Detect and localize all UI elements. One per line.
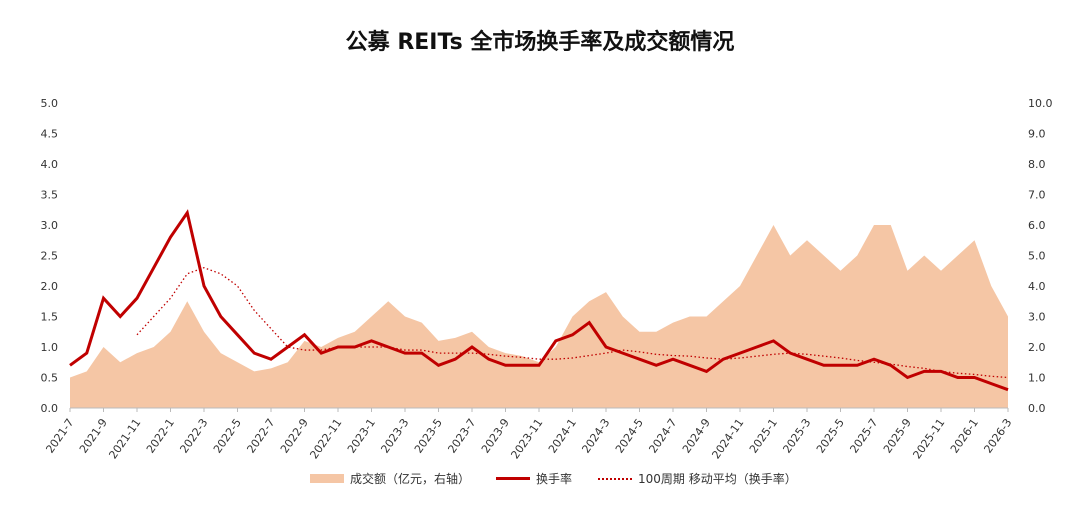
y-left-tick-label: 4.0: [41, 158, 59, 171]
y-left-tick-label: 2.5: [41, 250, 59, 263]
y-left-tick-label: 1.5: [41, 311, 59, 324]
x-tick-label: 2022-1: [144, 416, 177, 455]
x-tick-label: 2023-1: [345, 416, 378, 455]
legend-label: 成交额（亿元，右轴）: [350, 472, 471, 486]
y-left-tick-label: 0.5: [41, 372, 59, 385]
x-tick-label: 2022-7: [244, 416, 277, 455]
x-tick-label: 2025-11: [910, 416, 947, 461]
x-tick-label: 2021-9: [77, 416, 110, 455]
y-left-tick-label: 3.0: [41, 219, 59, 232]
y-right-tick-label: 2.0: [1028, 341, 1046, 354]
x-tick-label: 2023-7: [445, 416, 478, 455]
x-tick-label: 2022-3: [177, 416, 210, 455]
x-tick-label: 2025-3: [780, 416, 813, 455]
x-tick-label: 2022-5: [211, 416, 244, 455]
x-tick-label: 2026-1: [948, 416, 981, 455]
x-tick-label: 2021-11: [106, 416, 143, 461]
y-right-tick-label: 6.0: [1028, 219, 1046, 232]
y-left-tick-label: 5.0: [41, 97, 59, 110]
x-tick-label: 2023-9: [479, 416, 512, 455]
y-left-tick-label: 4.5: [41, 128, 59, 141]
x-tick-label: 2024-5: [613, 416, 646, 455]
legend-swatch-area: [310, 474, 344, 483]
legend: 成交额（亿元，右轴） 换手率 100周期 移动平均（换手率）: [310, 470, 797, 487]
x-tick-label: 2022-9: [278, 416, 311, 455]
x-tick-label: 2024-9: [680, 416, 713, 455]
legend-label: 100周期 移动平均（换手率）: [638, 472, 797, 486]
x-tick-label: 2025-9: [881, 416, 914, 455]
x-tick-label: 2024-7: [646, 416, 679, 455]
x-tick-label: 2025-7: [847, 416, 880, 455]
x-tick-label: 2023-5: [412, 416, 445, 455]
legend-item-volume: 成交额（亿元，右轴）: [310, 470, 470, 487]
x-tick-label: 2025-5: [814, 416, 847, 455]
legend-swatch-dotted: [598, 477, 633, 480]
legend-item-ma: 100周期 移动平均（换手率）: [598, 470, 797, 487]
chart-title: 公募 REITs 全市场换手率及成交额情况: [345, 30, 735, 55]
y-right-tick-label: 8.0: [1028, 158, 1046, 171]
y-left-tick-label: 1.0: [41, 341, 59, 354]
x-tick-label: 2025-1: [747, 416, 780, 455]
x-tick-label: 2022-11: [307, 416, 344, 461]
y-right-tick-label: 0.0: [1028, 402, 1046, 415]
legend-item-turnover: 换手率: [496, 470, 572, 487]
moving-average-line: [136, 267, 1009, 379]
y-right-tick-label: 4.0: [1028, 280, 1046, 293]
x-tick-label: 2024-1: [546, 416, 579, 455]
y-left-tick-label: 0.0: [41, 402, 59, 415]
legend-swatch-line: [496, 477, 531, 480]
y-left-tick-label: 2.0: [41, 280, 59, 293]
y-right-tick-label: 10.0: [1028, 97, 1053, 110]
x-tick-label: 2023-3: [378, 416, 411, 455]
legend-label: 换手率: [536, 472, 573, 486]
y-right-tick-label: 9.0: [1028, 128, 1046, 141]
volume-area: [70, 225, 1008, 408]
y-right-tick-label: 5.0: [1028, 250, 1046, 263]
y-right-tick-label: 1.0: [1028, 372, 1046, 385]
x-tick-label: 2024-3: [579, 416, 612, 455]
x-tick-label: 2021-7: [43, 416, 76, 455]
x-tick-label: 2026-3: [981, 416, 1014, 455]
y-right-tick-label: 3.0: [1028, 311, 1046, 324]
y-right-tick-label: 7.0: [1028, 189, 1046, 202]
x-tick-label: 2024-11: [709, 416, 746, 461]
x-tick-label: 2023-11: [508, 416, 545, 461]
y-left-tick-label: 3.5: [41, 189, 59, 202]
